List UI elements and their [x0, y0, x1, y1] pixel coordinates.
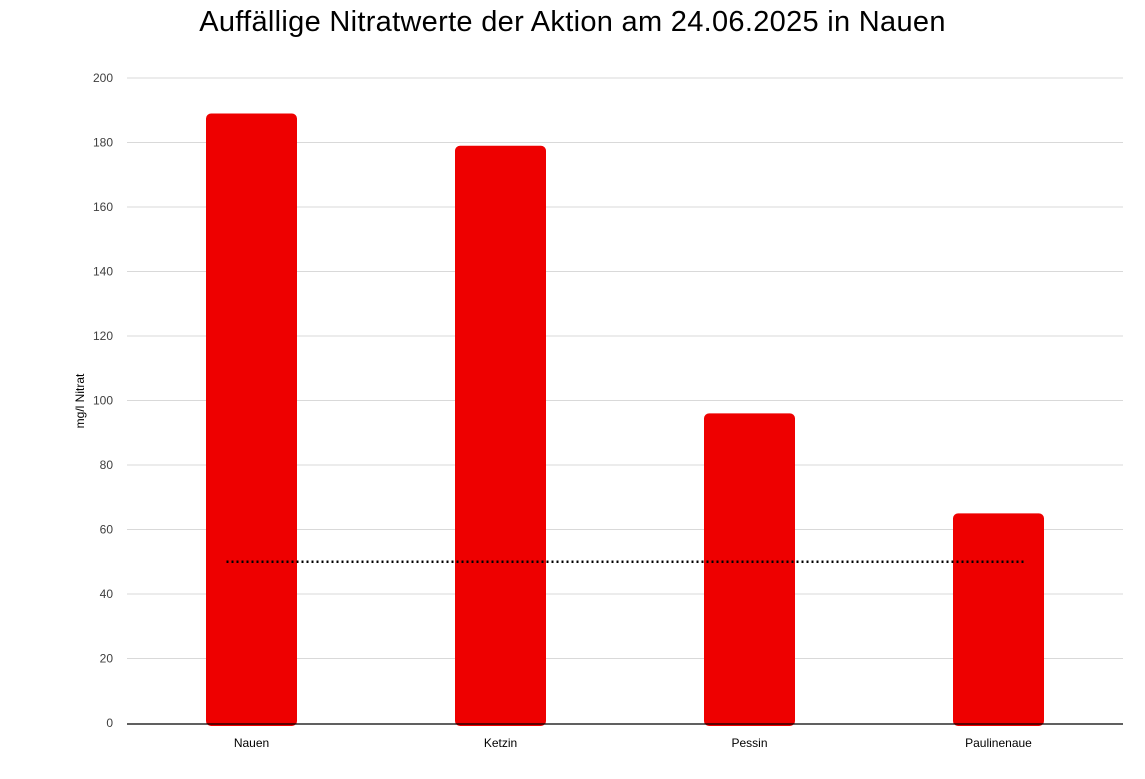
y-tick-label: 120 — [93, 329, 113, 343]
y-tick-label: 0 — [106, 716, 113, 730]
bar-ketzin — [455, 145, 546, 727]
y-tick-label: 100 — [93, 394, 113, 408]
y-tick-label: 140 — [93, 265, 113, 279]
y-tick-label: 40 — [100, 587, 114, 601]
y-tick-label: 160 — [93, 200, 113, 214]
x-axis-labels: Nauen Ketzin Pessin Paulinenaue — [234, 736, 1032, 750]
chart-title: Auffällige Nitratwerte der Aktion am 24.… — [199, 6, 946, 38]
y-tick-label: 20 — [100, 652, 114, 666]
y-tick-label: 180 — [93, 136, 113, 150]
y-axis-title: mg/l Nitrat — [73, 373, 87, 428]
x-tick-label: Pessin — [731, 736, 767, 750]
bars — [206, 113, 1044, 727]
y-axis-ticks: 0 20 40 60 80 100 120 140 160 180 200 — [93, 71, 113, 730]
bar-nauen — [206, 113, 297, 727]
x-tick-label: Paulinenaue — [965, 736, 1032, 750]
x-tick-label: Ketzin — [484, 736, 517, 750]
y-tick-label: 200 — [93, 71, 113, 85]
bar-paulinenaue — [953, 513, 1044, 726]
y-tick-label: 60 — [100, 523, 114, 537]
bar-pessin — [704, 413, 795, 726]
y-tick-label: 80 — [100, 458, 114, 472]
x-tick-label: Nauen — [234, 736, 269, 750]
